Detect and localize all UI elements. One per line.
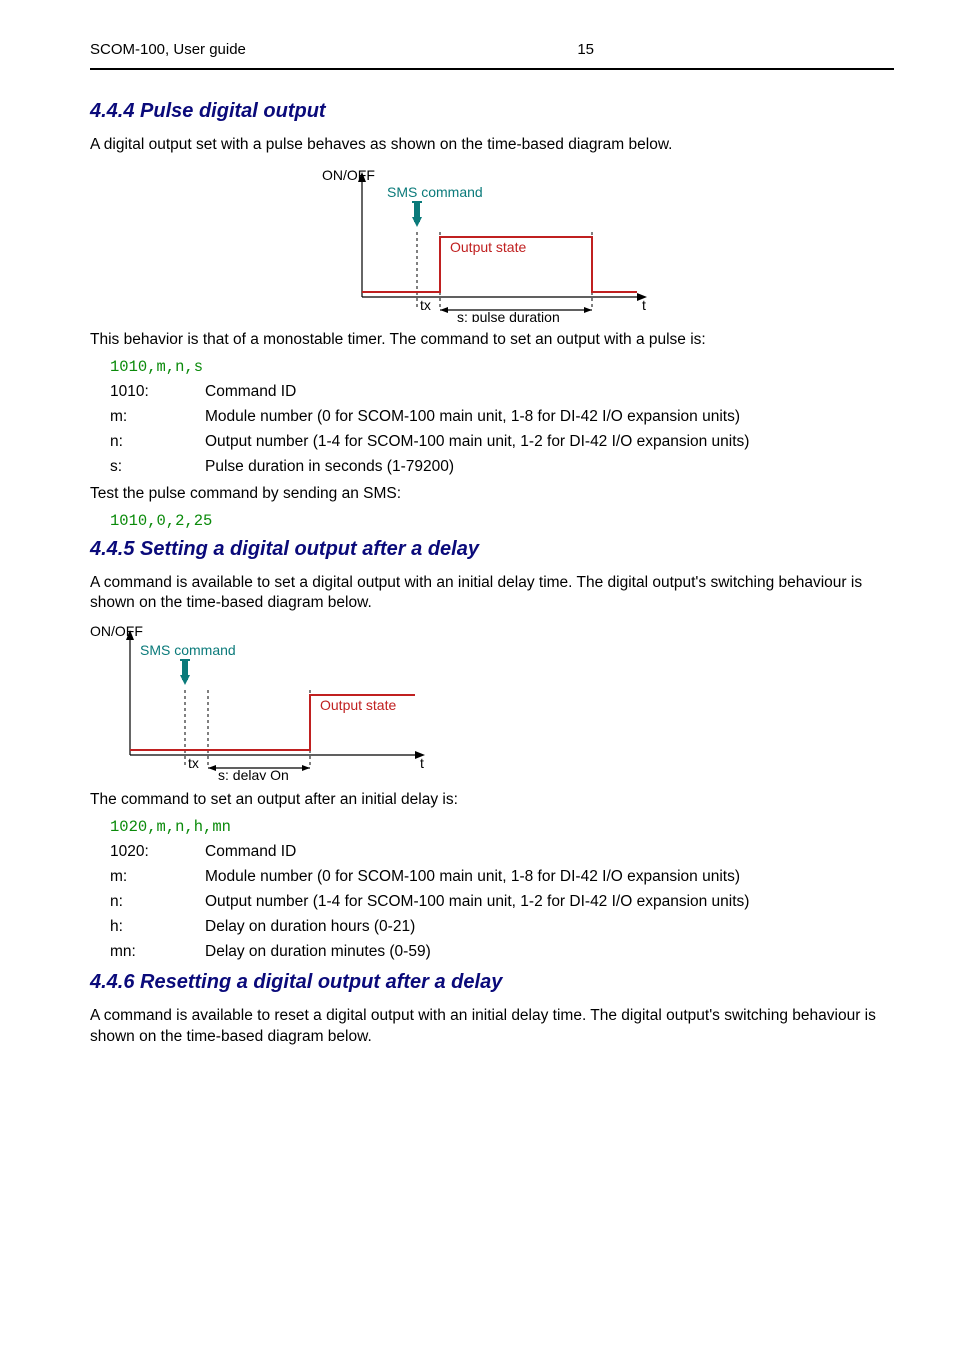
section-4-4-4-intro: A digital output set with a pulse behave… — [90, 135, 894, 156]
sms-label: SMS command — [387, 184, 483, 200]
onoff-label: ON/OFF — [90, 623, 143, 639]
page-header: SCOM-100, User guide 15 — [90, 40, 894, 64]
param-desc: Module number (0 for SCOM-100 main unit,… — [205, 867, 894, 888]
param-desc: Command ID — [205, 382, 894, 403]
section-4-4-4-follow: This behavior is that of a monostable ti… — [90, 330, 894, 351]
doc-title: SCOM-100, User guide — [90, 40, 246, 60]
param-desc: Output number (1-4 for SCOM-100 main uni… — [205, 892, 894, 913]
param-desc: Module number (0 for SCOM-100 main unit,… — [205, 407, 894, 428]
pulse-diagram: ON/OFF t SMS command Output state tx s: … — [322, 162, 662, 322]
section-4-4-5-intro: A command is available to set a digital … — [90, 573, 894, 615]
param-desc: Delay on duration hours (0-21) — [205, 917, 894, 938]
params-445: 1020:Command ID m:Module number (0 for S… — [110, 842, 894, 963]
onoff-label: ON/OFF — [322, 167, 375, 183]
section-4-4-5-title: 4.4.5 Setting a digital output after a d… — [90, 536, 894, 563]
param-desc: Pulse duration in seconds (1-79200) — [205, 457, 894, 478]
tx-label: tx — [420, 297, 431, 313]
tx-label: tx — [188, 755, 199, 771]
param-label: mn: — [110, 942, 205, 963]
t-label: t — [642, 297, 646, 313]
param-desc: Delay on duration minutes (0-59) — [205, 942, 894, 963]
section-4-4-5-follow: The command to set an output after an in… — [90, 790, 894, 811]
section-4-4-4-title: 4.4.4 Pulse digital output — [90, 98, 894, 125]
sms-label: SMS command — [140, 642, 236, 658]
param-desc: Output number (1-4 for SCOM-100 main uni… — [205, 432, 894, 453]
section-4-4-6-title: 4.4.6 Resetting a digital output after a… — [90, 969, 894, 996]
delay-label: s: delay On — [218, 767, 289, 780]
page-number: 15 — [577, 40, 594, 60]
code-1010-ex: 1010,0,2,25 — [110, 511, 894, 532]
param-label: n: — [110, 432, 205, 453]
code-1010: 1010,m,n,s — [110, 357, 894, 378]
params-444: 1010:Command ID m:Module number (0 for S… — [110, 382, 894, 478]
delay-on-diagram: ON/OFF t SMS command Output state tx s: … — [90, 620, 450, 780]
duration-label: s: pulse duration — [457, 309, 560, 322]
output-state-label: Output state — [450, 239, 526, 255]
param-label: s: — [110, 457, 205, 478]
code-1020: 1020,m,n,h,mn — [110, 817, 894, 838]
section-4-4-6-intro: A command is available to reset a digita… — [90, 1006, 894, 1048]
param-label: 1020: — [110, 842, 205, 863]
param-label: h: — [110, 917, 205, 938]
output-state-label: Output state — [320, 697, 396, 713]
param-label: m: — [110, 407, 205, 428]
header-divider — [90, 68, 894, 70]
param-desc: Command ID — [205, 842, 894, 863]
test-sentence: Test the pulse command by sending an SMS… — [90, 484, 894, 505]
param-label: n: — [110, 892, 205, 913]
param-label: m: — [110, 867, 205, 888]
t-label: t — [420, 755, 424, 771]
param-label: 1010: — [110, 382, 205, 403]
